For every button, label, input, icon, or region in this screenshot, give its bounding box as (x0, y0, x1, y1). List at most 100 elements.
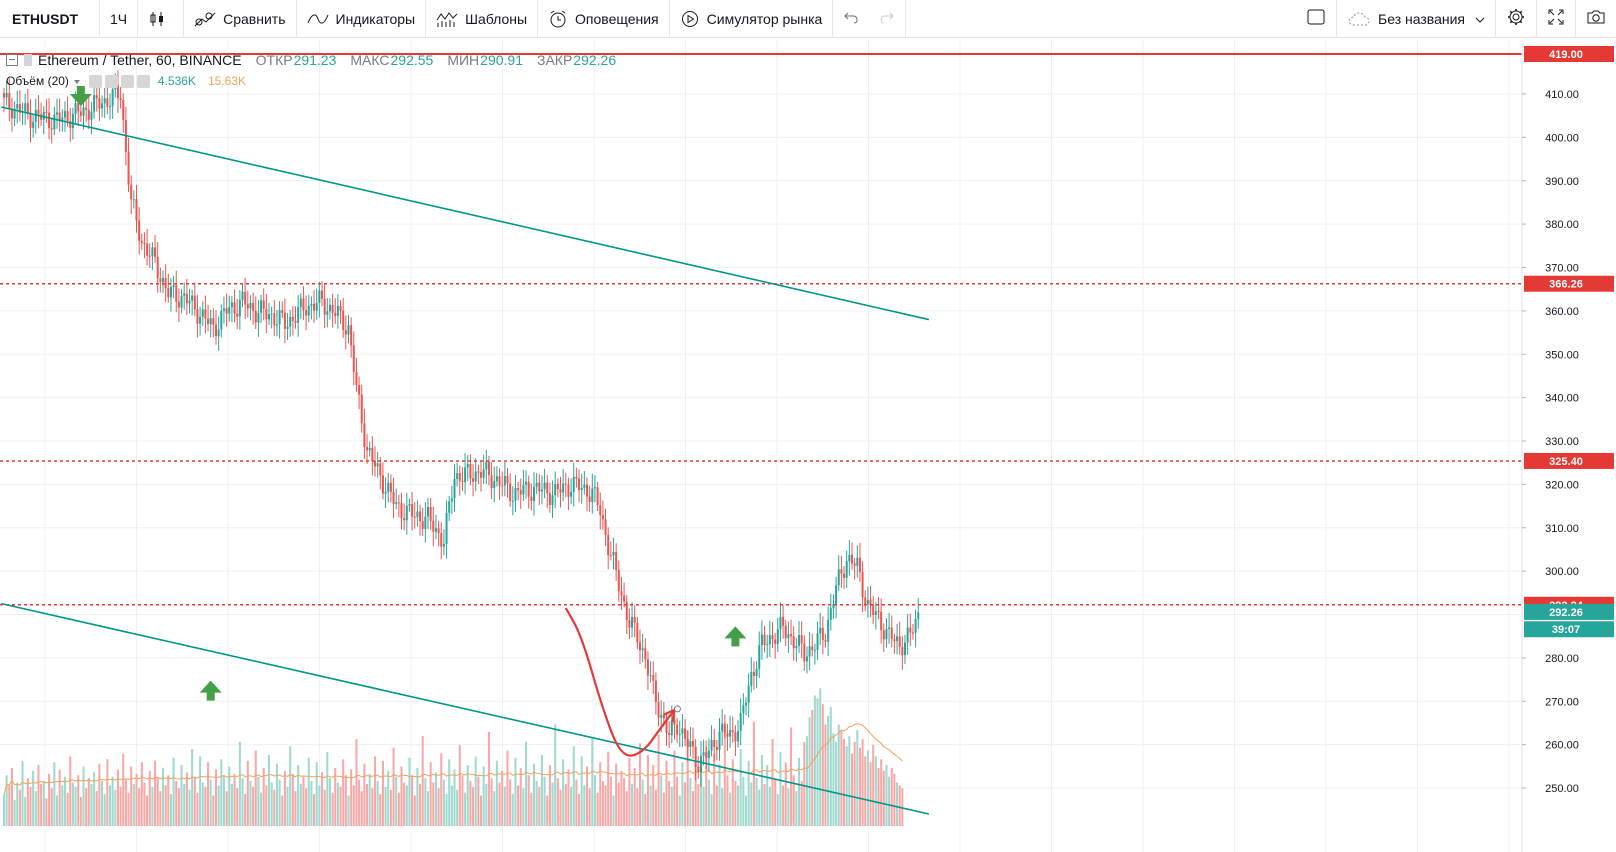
settings-mini-icon[interactable] (104, 74, 118, 88)
chevron-down-icon[interactable] (73, 74, 81, 88)
volume-bar (797, 757, 801, 826)
volume-bar (13, 799, 16, 826)
volume-bar (347, 795, 350, 826)
volume-bar (742, 776, 745, 826)
volume-bar (307, 757, 310, 826)
volume-bar (848, 736, 851, 826)
candle-body (336, 306, 339, 316)
volume-bar (652, 765, 655, 826)
volume-bar (241, 778, 244, 826)
volume-bar (713, 753, 716, 826)
volume-bar (522, 788, 525, 826)
volume-bar (199, 756, 202, 826)
candle-body (71, 113, 74, 129)
interval-button[interactable]: 1Ч (100, 0, 139, 38)
volume-bar (434, 772, 437, 826)
instrument-name[interactable]: Ethereum / Tether, 60, BINANCE (38, 52, 242, 68)
candle-body (469, 463, 472, 479)
drawing-annotations (69, 86, 747, 757)
price-chart[interactable]: 410.00 400.00 390.00 380.00 370.00 360.00 350.… (0, 40, 1616, 852)
volume-bar (48, 773, 51, 826)
volume-study-label[interactable]: Объём (20) (6, 74, 69, 88)
low-label: МИН (447, 52, 480, 68)
volume-bar (326, 752, 329, 826)
candle-body (381, 475, 384, 494)
candle-body (32, 121, 35, 128)
settings-button[interactable] (1496, 0, 1537, 38)
candle-body (212, 318, 215, 325)
candles-icon (148, 10, 166, 28)
volume-bar (236, 788, 239, 826)
volume-bar (260, 792, 263, 826)
chart-style-button[interactable] (138, 0, 185, 38)
candle-body (866, 600, 869, 605)
candle-body (615, 551, 618, 570)
eye-icon[interactable] (88, 74, 102, 88)
candle-body (162, 277, 164, 283)
price-tag-label: 292.26 (1549, 607, 1583, 619)
open-value: 291.23 (293, 52, 337, 68)
candle-body (636, 622, 639, 643)
undo-button[interactable] (833, 0, 869, 38)
volume-bar (551, 782, 554, 826)
compare-button[interactable]: Сравнить (184, 0, 297, 38)
volume-bar (177, 788, 180, 826)
volume-bar (40, 783, 43, 826)
close-icon[interactable] (136, 74, 150, 88)
collapse-icon[interactable] (6, 54, 18, 66)
redo-button[interactable] (869, 0, 907, 38)
candle-body (461, 480, 464, 483)
fullscreen-button[interactable] (1537, 0, 1576, 38)
volume-bar (201, 782, 204, 826)
volume-bar (461, 775, 464, 826)
indicators-button[interactable]: Индикаторы (297, 0, 427, 38)
candle-body (66, 111, 69, 122)
candle-body (58, 112, 61, 122)
replay-button[interactable]: Симулятор рынка (670, 0, 834, 38)
candle-body (843, 573, 846, 578)
volume-bar (506, 750, 509, 826)
price-axis-background (1522, 40, 1616, 852)
top-toolbar: ETHUSDT 1Ч Сравнить Индикаторы Шаблоны О… (0, 0, 1616, 38)
templates-button[interactable]: Шаблоны (426, 0, 539, 38)
candle-body (819, 627, 822, 634)
volume-value: 4.536K (157, 74, 196, 88)
candle-body (328, 304, 331, 312)
select-layout-button[interactable] (1296, 0, 1338, 38)
volume-bar (654, 789, 657, 826)
volume-bar (183, 783, 186, 826)
price-axis[interactable]: 410.00 400.00 390.00 380.00 370.00 360.00 350.… (1521, 40, 1616, 852)
candle-body (514, 488, 517, 501)
volume-bar (829, 707, 832, 826)
candle-body (840, 569, 843, 574)
candle-body (803, 643, 806, 662)
volume-bar (866, 750, 869, 826)
price-tick-label: 380.00 (1545, 219, 1579, 231)
save-layout-button[interactable]: Без названия (1337, 0, 1496, 38)
volume-bar (403, 782, 406, 826)
volume-bar (34, 791, 37, 826)
volume-bar (368, 773, 371, 826)
volume-bar (527, 775, 530, 826)
more-icon[interactable] (120, 74, 134, 88)
volume-bar (482, 766, 485, 826)
volume-bar (662, 792, 665, 826)
volume-bar (281, 795, 284, 826)
candle-body (668, 732, 671, 736)
volume-bar (771, 739, 774, 826)
volume-bar (813, 695, 816, 826)
alerts-button[interactable]: Оповещения (538, 0, 670, 38)
symbol-label: ETHUSDT (12, 10, 79, 27)
volume-bar (440, 753, 443, 826)
candle-body (503, 475, 506, 486)
volume-bar (519, 768, 522, 826)
candle-body (127, 152, 130, 185)
candle-body (745, 702, 747, 706)
volume-bar (490, 778, 493, 826)
volume-bar (604, 785, 607, 826)
symbol-search-button[interactable]: ETHUSDT (0, 0, 100, 38)
volume-bar (114, 789, 117, 826)
snapshot-button[interactable] (1576, 0, 1616, 38)
volume-bar (790, 727, 793, 826)
volume-bar (53, 762, 56, 826)
